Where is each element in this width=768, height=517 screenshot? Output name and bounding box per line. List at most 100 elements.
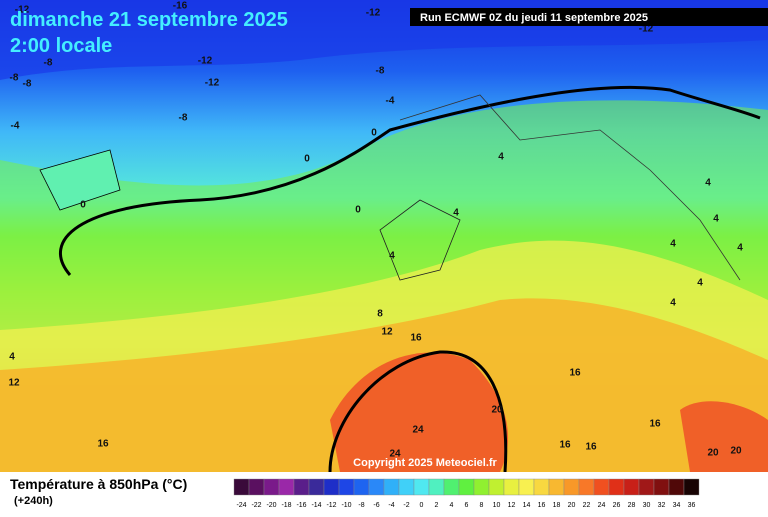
scale-swatch xyxy=(458,478,475,496)
scale-label: 0 xyxy=(420,502,424,509)
legend-title: Température à 850hPa (°C) xyxy=(10,476,187,492)
contour-label: -8 xyxy=(179,113,188,124)
contour-label: -8 xyxy=(44,58,53,69)
scale-label: 26 xyxy=(613,502,621,509)
contour-label: 16 xyxy=(585,442,597,453)
contour-label: 4 xyxy=(498,152,504,163)
scale-label: -16 xyxy=(296,502,306,509)
scale-label: -6 xyxy=(373,502,379,509)
scale-swatch xyxy=(653,478,670,496)
scale-swatch xyxy=(353,478,370,496)
time-title: 2:00 locale xyxy=(10,35,112,57)
scale-label: 20 xyxy=(568,502,576,509)
scale-label: 24 xyxy=(598,502,606,509)
run-info: Run ECMWF 0Z du jeudi 11 septembre 2025 xyxy=(420,12,648,24)
contour-label: 4 xyxy=(9,352,15,363)
contour-label: 0 xyxy=(371,128,377,139)
scale-swatch xyxy=(248,478,265,496)
color-scale: -24 -22 -20 -18 -16 -14 -12 -10 -8 -6 -4 -2 0 2 4 6 8 10 1… xyxy=(233,478,700,509)
scale-label: -24 xyxy=(236,502,246,509)
contour-label: -12 xyxy=(366,8,381,19)
scale-swatch xyxy=(608,478,625,496)
scale-swatch xyxy=(473,478,490,496)
contour-labels: -12 -16 -12 -12 -8 -8 -8 -12 -12 -8 -4 -8 -4 0 0 0 0 4 4 4 4… xyxy=(8,1,743,460)
scale-swatch xyxy=(593,478,610,496)
contour-label: 0 xyxy=(355,205,361,216)
scale-swatch xyxy=(578,478,595,496)
contour-label: 4 xyxy=(737,243,743,254)
contour-label: 0 xyxy=(304,154,310,165)
contour-label: 4 xyxy=(670,298,676,309)
scale-swatch xyxy=(323,478,340,496)
scale-label: 34 xyxy=(673,502,681,509)
contour-label: -16 xyxy=(173,1,188,12)
scale-swatch xyxy=(278,478,295,496)
contour-label: 16 xyxy=(569,368,581,379)
scale-swatch xyxy=(503,478,520,496)
scale-label: -12 xyxy=(326,502,336,509)
scale-label: 2 xyxy=(435,502,439,509)
copyright: Copyright 2025 Meteociel.fr xyxy=(353,457,497,469)
scale-label: 18 xyxy=(553,502,561,509)
scale-label: 22 xyxy=(583,502,591,509)
scale-label: 6 xyxy=(465,502,469,509)
contour-label: 12 xyxy=(381,327,393,338)
scale-label: 14 xyxy=(523,502,531,509)
contour-label: 4 xyxy=(453,208,459,219)
contour-label: -12 xyxy=(205,78,220,89)
contour-label: 20 xyxy=(491,405,503,416)
scale-swatch xyxy=(383,478,400,496)
contour-label: 4 xyxy=(389,251,395,262)
scale-swatch xyxy=(233,478,250,496)
contour-label: -8 xyxy=(376,66,385,77)
contour-label: 24 xyxy=(412,425,424,436)
scale-swatch xyxy=(338,478,355,496)
scale-swatch xyxy=(638,478,655,496)
scale-label: 10 xyxy=(493,502,501,509)
contour-label: 16 xyxy=(649,419,661,430)
scale-swatch xyxy=(443,478,460,496)
scale-label: -18 xyxy=(281,502,291,509)
contour-label: -8 xyxy=(10,73,19,84)
scale-label: 8 xyxy=(480,502,484,509)
scale-label: -14 xyxy=(311,502,321,509)
date-title: dimanche 21 septembre 2025 xyxy=(10,9,288,31)
scale-label: -4 xyxy=(388,502,394,509)
contour-label: 16 xyxy=(97,439,109,450)
contour-label: 20 xyxy=(707,448,719,459)
contour-label: 8 xyxy=(377,309,383,320)
scale-swatch xyxy=(293,478,310,496)
scale-swatch xyxy=(518,478,535,496)
scale-label: 12 xyxy=(508,502,516,509)
scale-label: 30 xyxy=(643,502,651,509)
contour-label: 4 xyxy=(713,214,719,225)
contour-label: -8 xyxy=(23,79,32,90)
contour-label: 4 xyxy=(705,178,711,189)
contour-label: 16 xyxy=(559,440,571,451)
contour-label: -4 xyxy=(386,96,395,107)
contour-label: 16 xyxy=(410,333,422,344)
contour-label: -12 xyxy=(639,24,654,35)
scale-swatch xyxy=(488,478,505,496)
scale-label: 28 xyxy=(628,502,636,509)
scale-swatch xyxy=(398,478,415,496)
scale-label: -10 xyxy=(341,502,351,509)
scale-swatch xyxy=(623,478,640,496)
scale-swatch xyxy=(668,478,685,496)
contour-label: 0 xyxy=(80,200,86,211)
scale-swatch xyxy=(533,478,550,496)
map xyxy=(0,0,768,473)
run-box xyxy=(410,8,768,26)
scale-swatch xyxy=(263,478,280,496)
contour-label: -12 xyxy=(15,5,30,16)
contour-label: 4 xyxy=(697,278,703,289)
scale-swatch xyxy=(428,478,445,496)
contour-label: -4 xyxy=(11,121,20,132)
scale-swatch xyxy=(548,478,565,496)
scale-label: -22 xyxy=(251,502,261,509)
scale-label: 36 xyxy=(688,502,696,509)
scale-label: 32 xyxy=(658,502,666,509)
scale-swatch xyxy=(308,478,325,496)
scale-swatch xyxy=(413,478,430,496)
